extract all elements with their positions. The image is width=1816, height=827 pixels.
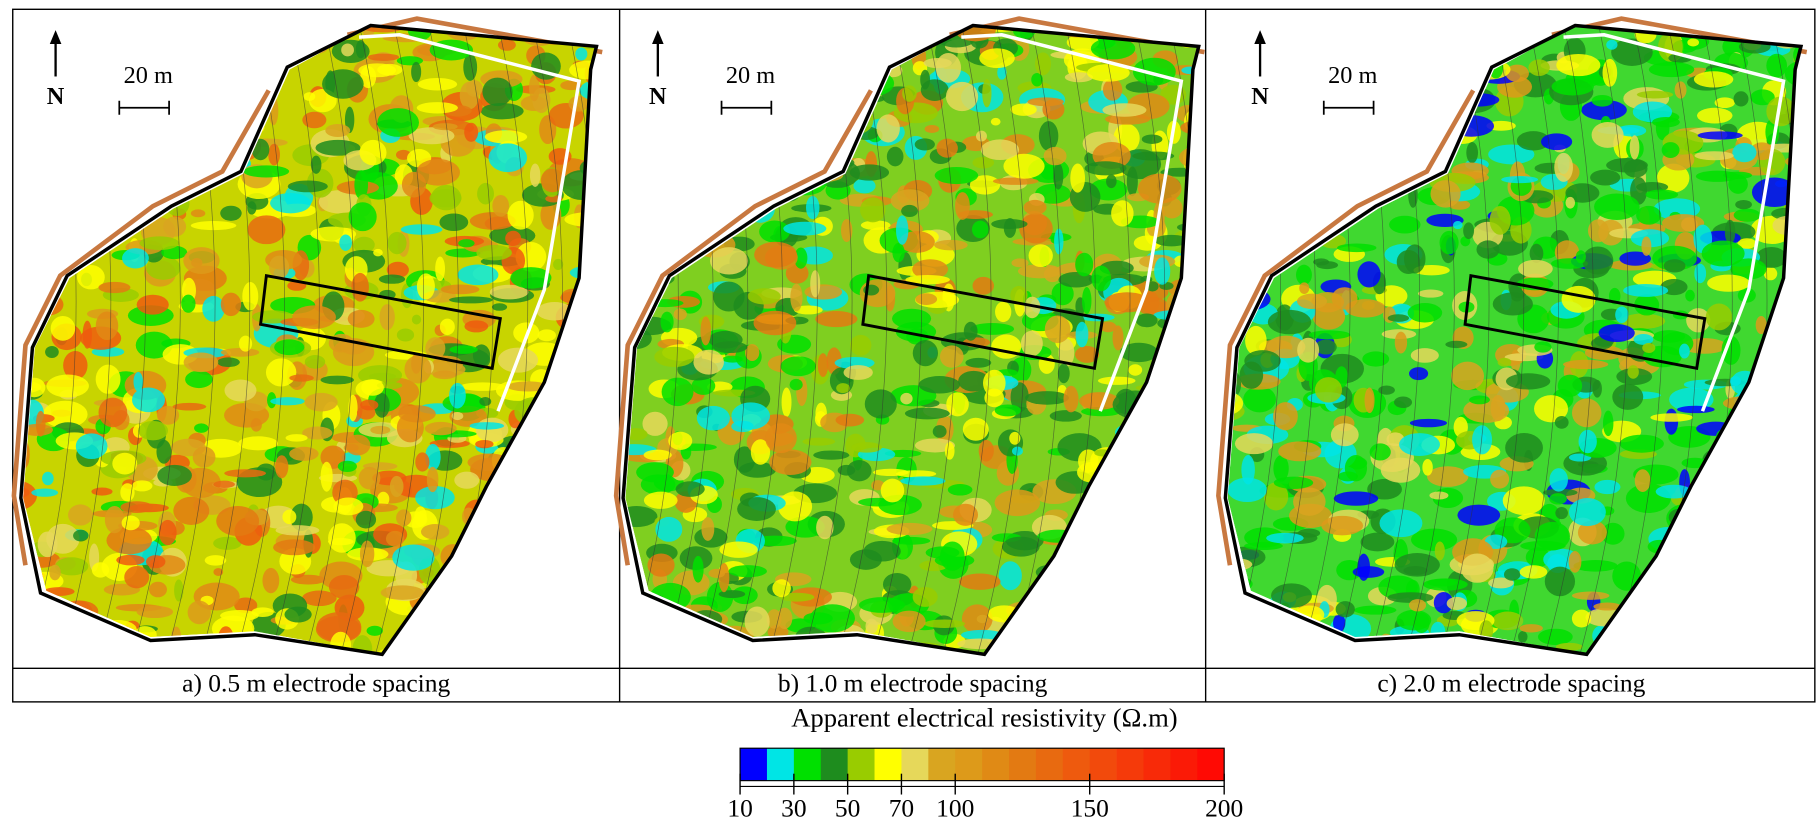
- study-rectangle: [861, 273, 1105, 371]
- scale-label: 20 m: [124, 62, 173, 89]
- colorbar-swatch: [901, 748, 929, 781]
- north-label: N: [649, 83, 667, 110]
- colorbar-swatch: [1197, 748, 1225, 781]
- map-outline: [621, 23, 1201, 657]
- colorbar-swatch: [793, 748, 822, 781]
- panel-caption: a) 0.5 m electrode spacing: [182, 669, 450, 698]
- resistivity-map: [23, 25, 597, 655]
- colorbar-swatch: [1062, 748, 1091, 781]
- colorbar-frame: [739, 747, 1225, 782]
- resistivity-map: [1227, 25, 1801, 655]
- map-panel: N 20 m: [1216, 16, 1808, 657]
- north-label: N: [1251, 83, 1269, 110]
- map-outline: [19, 23, 599, 657]
- scale-bar: [1322, 100, 1375, 115]
- study-rectangle: [258, 273, 502, 371]
- scale-bar: [720, 100, 773, 115]
- boundary-line: [961, 33, 1184, 412]
- colorbar-swatch: [1143, 748, 1171, 781]
- frame: [12, 8, 1816, 703]
- boundary-line: [1563, 33, 1786, 412]
- panel-caption: c) 2.0 m electrode spacing: [1377, 669, 1645, 698]
- road: [11, 89, 271, 566]
- north-arrow-head: [49, 30, 62, 45]
- colorbar-swatch: [1116, 748, 1144, 781]
- panel-caption: b) 1.0 m electrode spacing: [778, 669, 1048, 698]
- colorbar-tick-label: 70: [889, 794, 914, 823]
- colorbar-swatch: [928, 748, 956, 781]
- boundary-line: [358, 33, 582, 412]
- north-arrow-head: [1254, 30, 1266, 45]
- colorbar-tick-label: 30: [781, 794, 806, 823]
- colorbar-swatch: [955, 748, 983, 781]
- road: [1216, 89, 1476, 566]
- colorbar-tick-label: 100: [936, 794, 974, 823]
- map-outline: [1223, 23, 1804, 657]
- colorbar-swatch: [847, 748, 875, 781]
- colorbar-tick-label: 150: [1071, 794, 1109, 823]
- map-panel: N 20 m: [613, 16, 1205, 657]
- scale-label: 20 m: [726, 62, 775, 89]
- colorbar-swatch: [740, 748, 768, 781]
- colorbar-title: Apparent electrical resistivity (Ω.m): [791, 703, 1177, 733]
- colorbar-swatch: [820, 748, 848, 781]
- colorbar-swatch: [874, 748, 902, 781]
- resistivity-map: [625, 25, 1199, 655]
- study-rectangle: [1463, 273, 1707, 371]
- road: [613, 89, 873, 566]
- map-panel: N 20 m: [11, 16, 603, 657]
- scale-label: 20 m: [1328, 62, 1377, 89]
- colorbar-swatch: [1035, 748, 1064, 781]
- colorbar-swatch: [766, 748, 795, 781]
- colorbar-swatch: [1170, 748, 1198, 781]
- north-arrow-head: [652, 30, 664, 45]
- colorbar-tick-label: 10: [727, 794, 752, 823]
- colorbar-tick-label: 200: [1205, 794, 1243, 823]
- colorbar-swatch: [1009, 748, 1037, 781]
- colorbar-swatch: [1089, 748, 1117, 781]
- scale-bar: [118, 100, 170, 115]
- colorbar-tick-label: 50: [835, 794, 860, 823]
- colorbar-swatch: [982, 748, 1010, 781]
- north-label: N: [47, 83, 65, 110]
